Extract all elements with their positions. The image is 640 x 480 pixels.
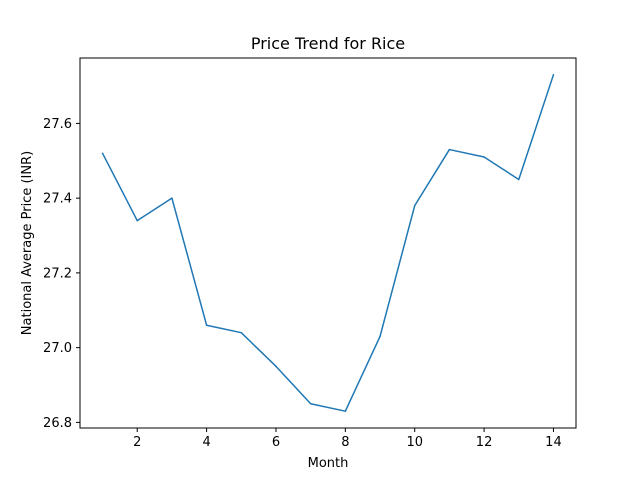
data-point xyxy=(379,335,381,338)
y-tick-label: 27.4 xyxy=(43,192,72,207)
x-tick-label: 12 xyxy=(476,435,493,450)
data-point xyxy=(171,197,173,199)
data-point xyxy=(344,410,347,412)
chart-title: Price Trend for Rice xyxy=(251,34,405,53)
y-tick-label: 27.2 xyxy=(43,266,72,281)
data-point xyxy=(517,178,520,181)
x-tick-label: 14 xyxy=(545,435,562,450)
data-point xyxy=(205,324,208,327)
data-point xyxy=(413,204,416,207)
y-tick-label: 26.8 xyxy=(43,416,72,431)
y-axis-title: National Average Price (INR) xyxy=(20,151,35,335)
data-point xyxy=(101,152,104,155)
y-axis-ticks: 26.8 27.0 27.2 27.4 27.6 xyxy=(43,117,80,431)
x-tick-label: 8 xyxy=(341,435,349,450)
data-point xyxy=(483,156,485,158)
x-tick-label: 6 xyxy=(272,435,280,450)
x-tick-label: 2 xyxy=(133,435,141,450)
price-series-line xyxy=(101,74,555,412)
data-point xyxy=(240,331,243,334)
series-layer xyxy=(101,74,555,412)
data-point xyxy=(136,219,139,222)
data-point xyxy=(309,402,312,405)
data-point xyxy=(275,365,277,368)
y-tick-label: 27.0 xyxy=(43,341,72,356)
plot-area xyxy=(80,58,576,428)
x-axis-ticks: 2 4 6 8 10 12 14 xyxy=(133,428,562,450)
data-point xyxy=(448,148,451,151)
x-tick-label: 10 xyxy=(406,435,423,450)
x-tick-label: 4 xyxy=(202,435,210,450)
data-point xyxy=(552,74,555,76)
plot-frame xyxy=(79,57,577,429)
y-tick-label: 27.6 xyxy=(43,117,72,132)
x-axis-title: Month xyxy=(308,456,349,471)
